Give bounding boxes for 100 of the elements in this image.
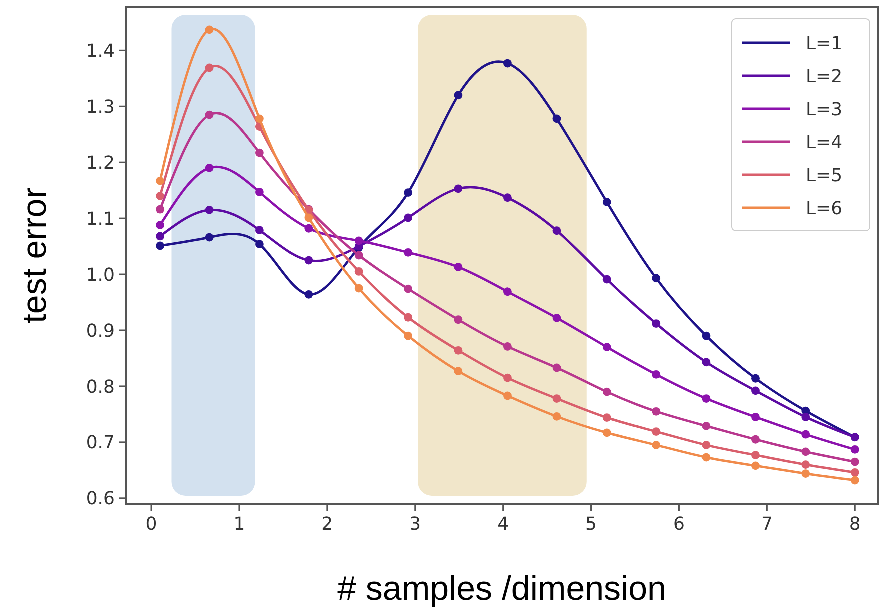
point — [602, 275, 612, 284]
point — [850, 476, 860, 485]
x-tick-label: 0 — [146, 514, 158, 535]
point — [354, 236, 364, 246]
point — [702, 422, 711, 430]
point — [602, 388, 612, 396]
point — [652, 428, 661, 436]
point — [552, 226, 562, 236]
point — [404, 284, 413, 294]
x-tick-label: 1 — [234, 514, 246, 535]
y-axis-title: test error — [16, 187, 54, 324]
point — [504, 342, 512, 351]
y-tick-label: 0.7 — [86, 432, 115, 454]
point — [454, 316, 463, 324]
point — [552, 114, 562, 124]
point — [552, 412, 562, 421]
point — [752, 451, 760, 460]
point — [504, 59, 512, 68]
point — [802, 430, 810, 439]
point — [354, 268, 364, 276]
point — [454, 91, 463, 100]
point — [602, 414, 612, 422]
legend-label: L=2 — [806, 66, 843, 88]
point — [156, 221, 164, 230]
point — [304, 290, 314, 299]
point — [702, 441, 711, 450]
point — [304, 224, 314, 233]
legend-label: L=3 — [806, 99, 843, 120]
point — [354, 251, 364, 260]
point — [702, 394, 711, 403]
point — [552, 394, 562, 403]
point — [702, 358, 711, 367]
point — [504, 194, 512, 202]
point — [454, 367, 463, 376]
point — [404, 248, 413, 257]
y-tick-label: 1.4 — [86, 40, 115, 62]
y-tick-label: 1.3 — [86, 96, 115, 118]
point — [652, 320, 661, 328]
x-tick-label: 2 — [322, 514, 334, 535]
x-tick-label: 3 — [410, 514, 422, 535]
y-tick-label: 0.9 — [86, 320, 115, 342]
point — [404, 214, 413, 222]
point — [602, 198, 612, 207]
y-tick-label: 0.8 — [86, 376, 115, 398]
point — [205, 64, 214, 72]
point — [354, 284, 364, 293]
point — [404, 313, 413, 322]
legend-label: L=1 — [806, 33, 843, 54]
x-tick-label: 4 — [498, 514, 510, 535]
legend-label: L=6 — [806, 198, 843, 220]
point — [602, 343, 612, 352]
y-tick-label: 1.0 — [86, 264, 115, 286]
point — [205, 110, 214, 120]
point — [454, 263, 463, 272]
point — [752, 413, 760, 422]
point — [552, 364, 562, 372]
point — [702, 453, 711, 462]
x-axis-title: # samples /dimension — [338, 570, 666, 608]
point — [652, 274, 661, 283]
point — [802, 413, 810, 422]
x-tick-label: 5 — [586, 514, 597, 535]
point — [752, 435, 760, 444]
point — [850, 468, 860, 477]
point — [255, 188, 264, 196]
point — [454, 184, 463, 194]
point — [504, 288, 512, 296]
point — [702, 332, 711, 340]
legend-label: L=4 — [806, 132, 843, 154]
point — [602, 428, 612, 438]
point — [255, 226, 264, 235]
point — [802, 470, 810, 478]
point — [205, 164, 214, 172]
point — [255, 148, 264, 158]
point — [752, 462, 760, 470]
y-tick-label: 1.1 — [86, 208, 115, 230]
point — [752, 386, 760, 396]
point — [802, 448, 810, 456]
legend-label: L=5 — [806, 165, 843, 186]
point — [504, 392, 512, 400]
point — [156, 242, 164, 250]
point — [156, 232, 164, 241]
point — [156, 176, 164, 186]
y-tick-label: 0.6 — [86, 488, 115, 510]
point — [652, 441, 661, 450]
x-tick-label: 8 — [849, 514, 861, 535]
point — [850, 458, 860, 466]
point — [156, 205, 164, 214]
point — [205, 206, 214, 214]
point — [504, 374, 512, 382]
point — [156, 192, 164, 200]
point — [404, 332, 413, 340]
point — [255, 114, 264, 124]
point — [304, 256, 314, 265]
point — [304, 214, 314, 222]
point — [552, 314, 562, 322]
point — [850, 446, 860, 454]
y-tick-label: 1.2 — [86, 152, 115, 174]
point — [255, 240, 264, 249]
point — [205, 26, 214, 34]
x-tick-label: 6 — [674, 514, 685, 535]
